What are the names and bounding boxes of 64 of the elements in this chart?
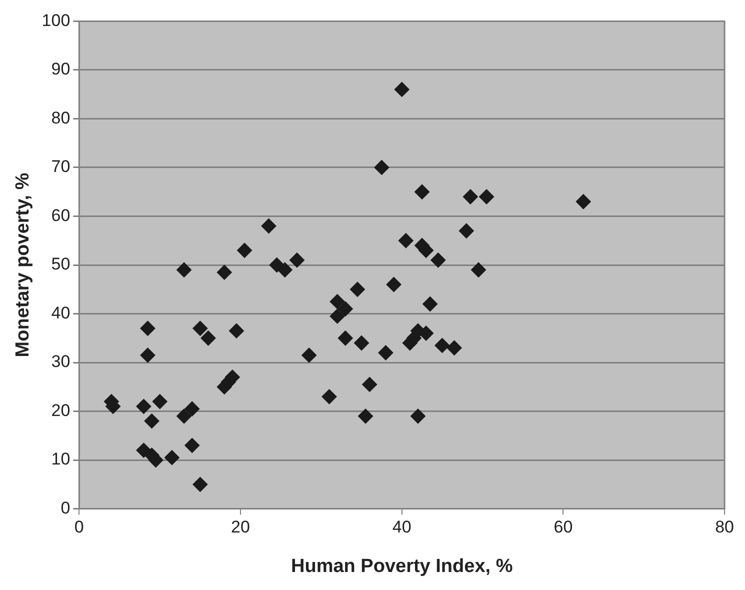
y-tick-label: 30 — [51, 352, 70, 372]
point — [228, 323, 244, 338]
x-tick-label: 20 — [231, 518, 250, 537]
point — [176, 262, 192, 278]
point — [398, 233, 414, 248]
point — [136, 398, 152, 414]
y-tick-label: 40 — [51, 303, 70, 322]
point — [418, 326, 434, 341]
point — [176, 408, 192, 424]
point — [152, 394, 168, 410]
point — [458, 223, 474, 238]
y-tick-label: 90 — [51, 60, 70, 79]
point — [164, 450, 180, 466]
point — [216, 264, 232, 280]
point — [289, 252, 304, 268]
point — [386, 277, 402, 292]
point — [184, 438, 200, 453]
point — [330, 308, 345, 324]
x-tick-label: 80 — [715, 518, 734, 537]
point — [192, 476, 208, 492]
x-tick-label: 60 — [554, 518, 573, 537]
y-tick-label: 0 — [60, 498, 70, 518]
x-axis-title: Human Poverty Index, % — [290, 556, 513, 577]
point — [434, 338, 450, 353]
point — [350, 282, 365, 297]
point — [422, 296, 438, 312]
point — [184, 401, 200, 416]
point — [261, 218, 276, 234]
point — [446, 340, 462, 356]
point — [330, 294, 345, 310]
point — [378, 345, 394, 360]
x-tick-label: 40 — [392, 518, 412, 537]
y-tick-label: 10 — [51, 450, 70, 469]
point — [144, 414, 160, 429]
point — [338, 301, 353, 316]
point — [200, 330, 216, 346]
point — [192, 320, 208, 336]
y-tick-label: 100 — [42, 10, 70, 30]
point — [277, 262, 292, 278]
point — [237, 242, 252, 258]
point — [322, 389, 337, 404]
y-tick-label: 20 — [51, 400, 70, 420]
point — [362, 376, 378, 392]
point — [479, 189, 494, 204]
y-axis-title: Monetary poverty, % — [12, 172, 34, 358]
x-tick-label: 0 — [74, 518, 84, 537]
point — [470, 262, 486, 278]
point — [576, 194, 591, 210]
point — [462, 189, 478, 204]
point — [410, 408, 426, 424]
point — [140, 348, 156, 363]
point — [414, 184, 430, 200]
y-tick-label: 70 — [51, 157, 70, 176]
y-tick-label: 80 — [51, 108, 70, 128]
y-tick-label: 60 — [51, 206, 70, 225]
point — [302, 348, 317, 363]
point — [430, 252, 446, 268]
point — [338, 330, 353, 346]
point — [358, 408, 374, 424]
point — [374, 160, 390, 175]
y-tick-label: 50 — [51, 254, 70, 274]
point — [140, 320, 156, 336]
point — [394, 82, 410, 97]
point — [354, 336, 370, 351]
